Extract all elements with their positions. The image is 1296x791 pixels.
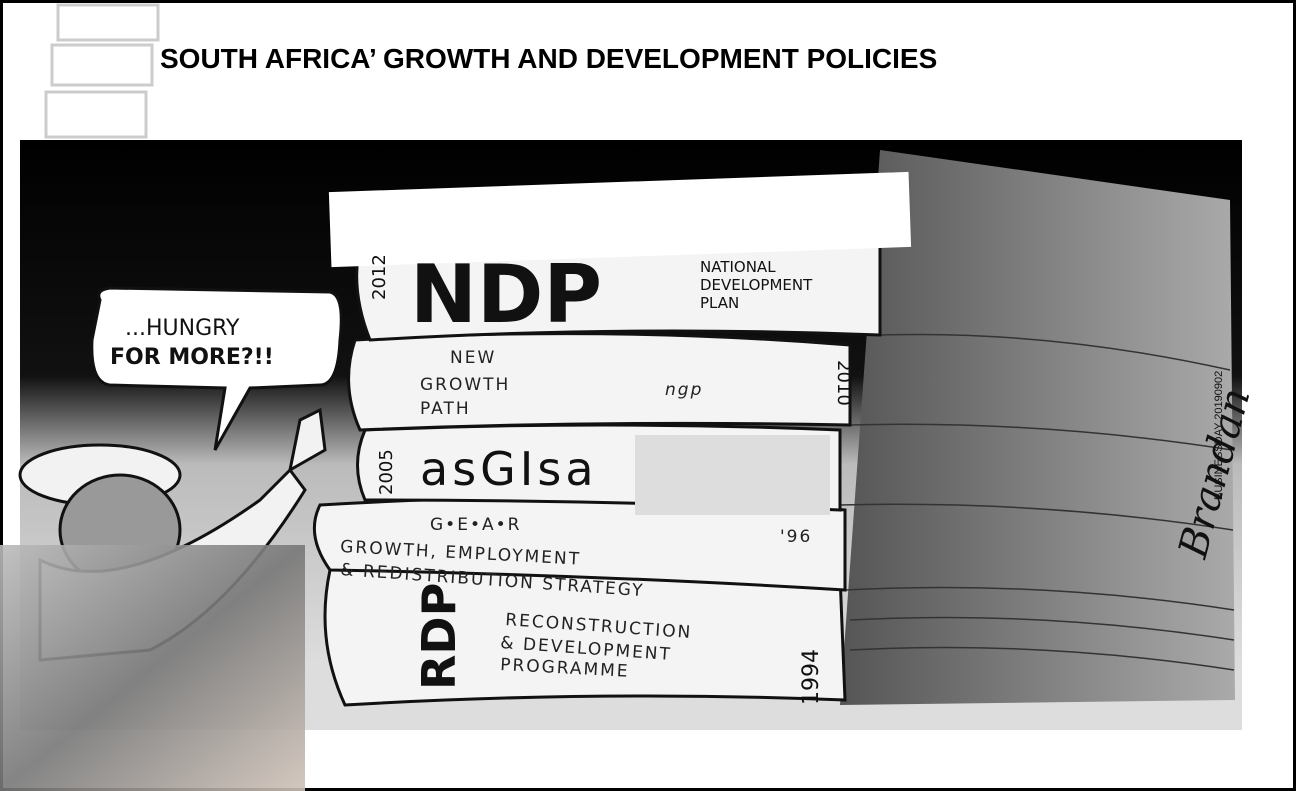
book-name: PATH [420, 399, 471, 419]
cover-patch [635, 435, 830, 515]
photo-overlay [0, 545, 305, 791]
logo [44, 3, 160, 139]
book-acronym: asGIsa [420, 442, 598, 496]
book-name: PLAN [700, 294, 739, 312]
speech-line: ...HUNGRY [125, 316, 240, 341]
book-name: NEW [450, 348, 496, 368]
book-acronym: RDP [412, 583, 466, 690]
paper-strip [328, 171, 912, 268]
credit: BUSINESSDAY 20190902 [1213, 371, 1225, 500]
book-name: DEVELOPMENT [700, 276, 813, 294]
book-acronym: NDP [410, 248, 602, 341]
book-year: '96 [780, 527, 812, 547]
book-acronym: ngp [665, 380, 703, 400]
book-pages [840, 150, 1235, 705]
page-lines [839, 333, 1235, 671]
speech-line: FOR MORE?!! [110, 345, 274, 370]
cartoon: 2012 NDP NATIONAL DEVELOPMENT PLAN NEW G… [0, 140, 1260, 791]
book-year: 2012 [369, 254, 390, 300]
book-year: 1994 [799, 649, 824, 705]
book-acronym: G•E•A•R [430, 515, 521, 535]
book-year: 2010 [833, 360, 854, 406]
book-name: GROWTH [420, 375, 510, 395]
speech-bubble [90, 286, 343, 451]
title: SOUTH AFRICA’ GROWTH AND DEVELOPMENT POL… [160, 43, 937, 74]
book-year: 2005 [376, 449, 397, 495]
book-name: NATIONAL [700, 258, 776, 276]
